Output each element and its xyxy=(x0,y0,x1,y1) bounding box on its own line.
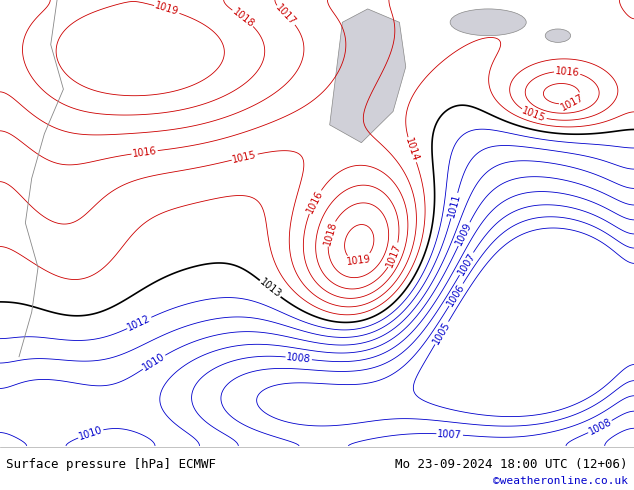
Text: 1018: 1018 xyxy=(230,6,256,29)
Text: 1008: 1008 xyxy=(286,352,311,365)
Text: 1019: 1019 xyxy=(153,1,180,18)
Text: 1018: 1018 xyxy=(322,220,339,247)
Text: 1015: 1015 xyxy=(521,106,547,124)
Text: 1012: 1012 xyxy=(126,313,153,333)
Text: 1016: 1016 xyxy=(304,189,325,215)
Text: 1007: 1007 xyxy=(456,250,477,277)
Text: 1017: 1017 xyxy=(385,242,403,269)
Text: ©weatheronline.co.uk: ©weatheronline.co.uk xyxy=(493,476,628,487)
Text: 1010: 1010 xyxy=(141,351,167,373)
Text: 1006: 1006 xyxy=(445,282,467,308)
Text: Surface pressure [hPa] ECMWF: Surface pressure [hPa] ECMWF xyxy=(6,458,216,471)
Ellipse shape xyxy=(545,29,571,42)
Text: 1014: 1014 xyxy=(403,137,421,163)
Text: 1005: 1005 xyxy=(431,320,452,346)
Text: 1009: 1009 xyxy=(454,221,474,247)
Text: 1010: 1010 xyxy=(77,425,104,442)
Text: 1016: 1016 xyxy=(555,66,580,78)
Text: 1011: 1011 xyxy=(446,193,462,219)
Text: Mo 23-09-2024 18:00 UTC (12+06): Mo 23-09-2024 18:00 UTC (12+06) xyxy=(395,458,628,471)
Text: 1013: 1013 xyxy=(257,277,283,300)
Text: 1008: 1008 xyxy=(587,417,613,437)
Text: 1015: 1015 xyxy=(231,149,258,165)
Ellipse shape xyxy=(450,9,526,36)
Text: 1017: 1017 xyxy=(274,2,298,27)
Polygon shape xyxy=(330,9,406,143)
Text: 1017: 1017 xyxy=(559,92,585,112)
Text: 1016: 1016 xyxy=(132,146,157,159)
Text: 1019: 1019 xyxy=(346,254,372,267)
Text: 1007: 1007 xyxy=(437,429,462,440)
